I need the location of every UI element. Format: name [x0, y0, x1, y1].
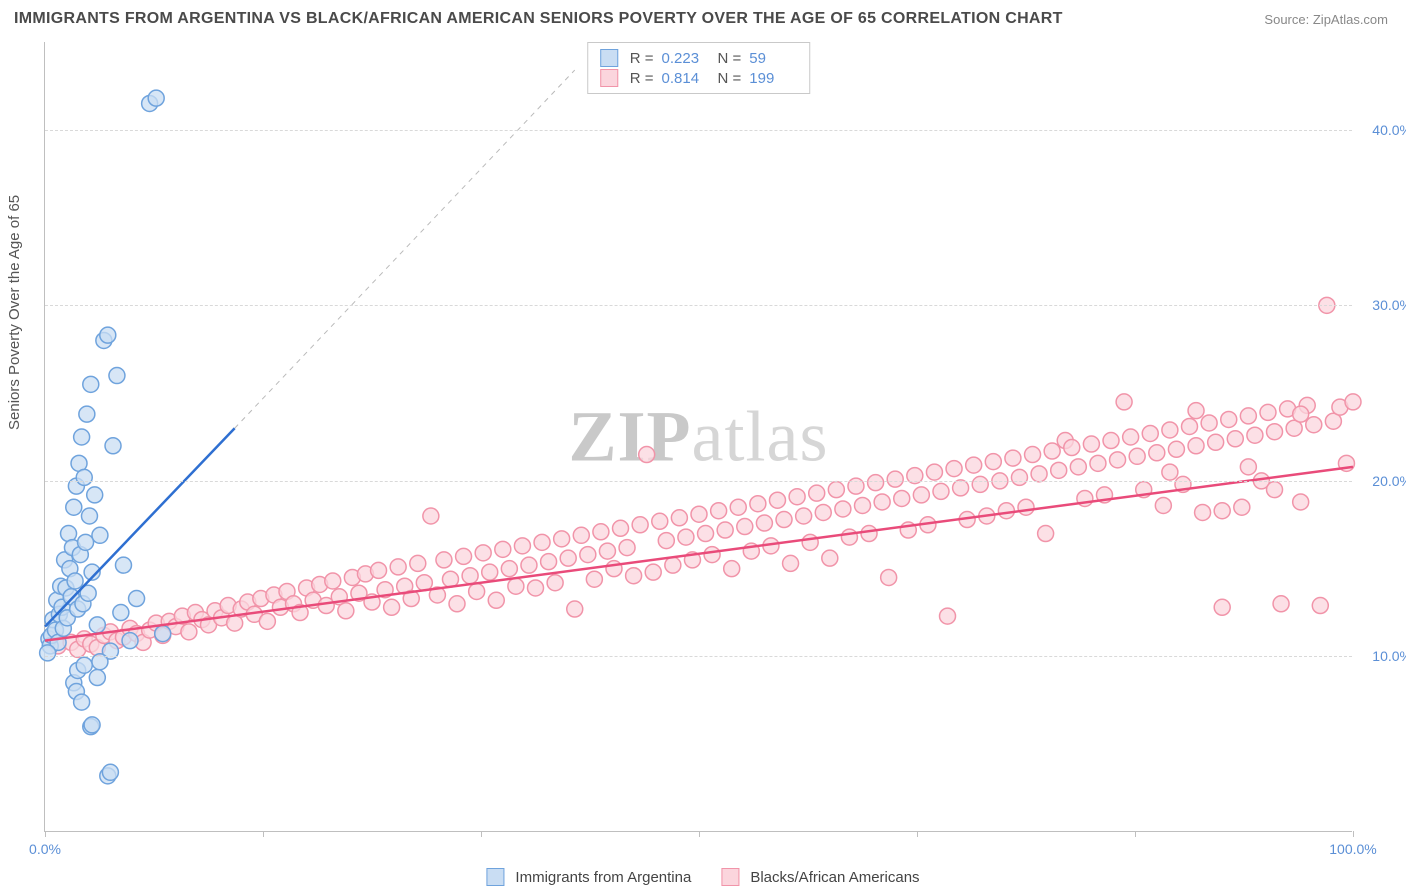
swatch-bottom-1: [486, 868, 504, 886]
series-legend: Immigrants from Argentina Blacks/African…: [486, 868, 919, 886]
gridline-h: [45, 130, 1352, 131]
r-label-2: R =: [630, 70, 654, 87]
source-value: ZipAtlas.com: [1313, 12, 1388, 27]
n-value-1: 59: [749, 50, 797, 67]
y-tick-label: 40.0%: [1372, 122, 1406, 138]
x-tick: [1135, 831, 1136, 837]
gridline-h: [45, 305, 1352, 306]
r-label-1: R =: [630, 50, 654, 67]
legend-label-1: Immigrants from Argentina: [515, 869, 691, 886]
swatch-series1: [600, 49, 618, 67]
x-tick: [917, 831, 918, 837]
gridline-h: [45, 481, 1352, 482]
swatch-bottom-2: [721, 868, 739, 886]
y-tick-label: 20.0%: [1372, 473, 1406, 489]
legend-row-series2: R = 0.814 N = 199: [600, 68, 798, 88]
x-tick: [481, 831, 482, 837]
legend-item-series2: Blacks/African Americans: [721, 868, 919, 886]
x-tick: [263, 831, 264, 837]
gridline-h: [45, 656, 1352, 657]
source-attribution: Source: ZipAtlas.com: [1264, 12, 1388, 27]
legend-row-series1: R = 0.223 N = 59: [600, 48, 798, 68]
legend-item-series1: Immigrants from Argentina: [486, 868, 691, 886]
y-tick-label: 10.0%: [1372, 648, 1406, 664]
r-value-2: 0.814: [662, 70, 710, 87]
correlation-legend: R = 0.223 N = 59 R = 0.814 N = 199: [587, 42, 811, 94]
scatter-svg: [45, 42, 1352, 831]
n-label-1: N =: [718, 50, 742, 67]
source-label: Source:: [1264, 12, 1309, 27]
y-tick-label: 30.0%: [1372, 297, 1406, 313]
x-tick: [45, 831, 46, 837]
swatch-series2: [600, 69, 618, 87]
r-value-1: 0.223: [662, 50, 710, 67]
x-tick-label: 100.0%: [1329, 841, 1376, 857]
n-value-2: 199: [749, 70, 797, 87]
x-tick: [1353, 831, 1354, 837]
chart-container: IMMIGRANTS FROM ARGENTINA VS BLACK/AFRIC…: [0, 0, 1406, 892]
x-tick: [699, 831, 700, 837]
chart-title: IMMIGRANTS FROM ARGENTINA VS BLACK/AFRIC…: [14, 10, 1063, 28]
n-label-2: N =: [718, 70, 742, 87]
plot-area: ZIPatlas R = 0.223 N = 59 R = 0.814 N = …: [44, 42, 1352, 832]
x-tick-label: 0.0%: [29, 841, 61, 857]
legend-label-2: Blacks/African Americans: [750, 869, 919, 886]
y-axis-label: Seniors Poverty Over the Age of 65: [6, 195, 23, 430]
